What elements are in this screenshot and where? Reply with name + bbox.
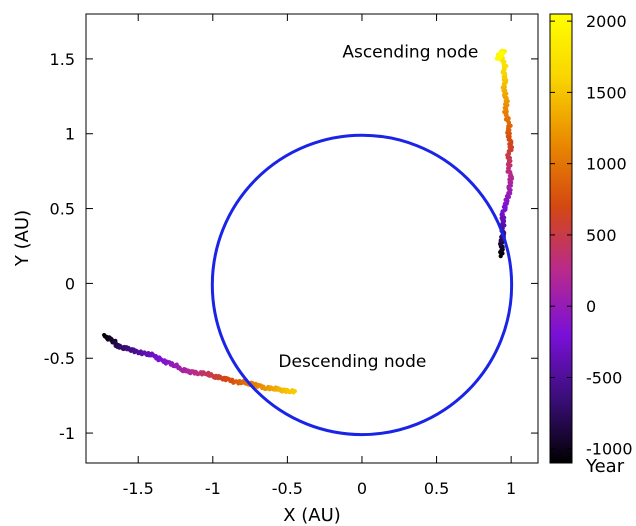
data-point [502,201,507,207]
axes: -1.5 -1 -0.5 0 0.5 1 -1 -0.5 0 0.5 1 1.5 [44,14,538,498]
colorbar-tick-label: 1500 [586,83,627,102]
y-tick-label: 1.5 [50,50,75,69]
data-point [218,374,223,379]
colorbar [549,13,573,464]
y-tick-label: 0 [65,274,75,293]
x-tick-label: -0.5 [272,479,303,498]
annotation: Ascending node [342,42,478,62]
x-tick-label: 0 [357,479,367,498]
data-point [504,99,509,104]
colorbar-tick-label: 1000 [586,155,627,174]
annotation: Descending node [278,352,426,372]
data-point [507,155,512,161]
colorbar-axis: 2000 1500 1000 500 0 -500 -1000 [550,12,633,459]
colorbar-label: Year [585,456,625,477]
y-tick-label: -1 [59,424,75,443]
data-point [292,389,297,394]
y-tick-label: -0.5 [44,349,75,368]
data-point [508,145,513,150]
y-tick-label: 1 [65,125,75,144]
x-tick-label: -1 [205,479,221,498]
y-axis-label: Y (AU) [12,210,33,267]
colorbar-tick-label: 500 [586,226,617,245]
colorbar-tick-label: -1000 [586,440,633,459]
data-point [225,376,230,381]
data-point [503,88,508,93]
x-tick-label: 0.5 [424,479,449,498]
colorbar-tick-label: -500 [586,368,622,387]
data-point [500,244,505,250]
data-point [500,50,505,56]
data-point [126,345,131,351]
orbit-circle [210,133,514,437]
colorbar-tick-label: 2000 [586,12,627,31]
x-tick-label: 1 [506,479,516,498]
data-point [504,63,509,69]
data-points [102,48,515,395]
annotations: Ascending node Descending node [278,42,478,372]
colorbar-tick-label: 0 [586,297,596,316]
x-tick-label: -1.5 [123,479,154,498]
plot-frame [85,13,539,464]
y-tick-label: 0.5 [50,200,75,219]
x-axis-label: X (AU) [283,505,341,526]
